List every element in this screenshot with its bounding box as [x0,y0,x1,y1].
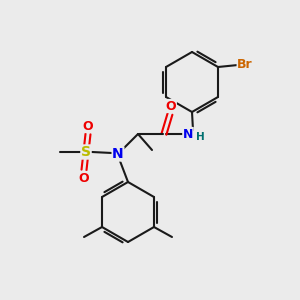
Text: O: O [83,119,93,133]
Text: O: O [79,172,89,184]
Text: N: N [112,147,124,161]
Text: Br: Br [237,58,253,71]
Text: N: N [183,128,193,140]
Text: O: O [166,100,176,112]
Text: S: S [81,145,91,159]
Text: H: H [196,132,204,142]
